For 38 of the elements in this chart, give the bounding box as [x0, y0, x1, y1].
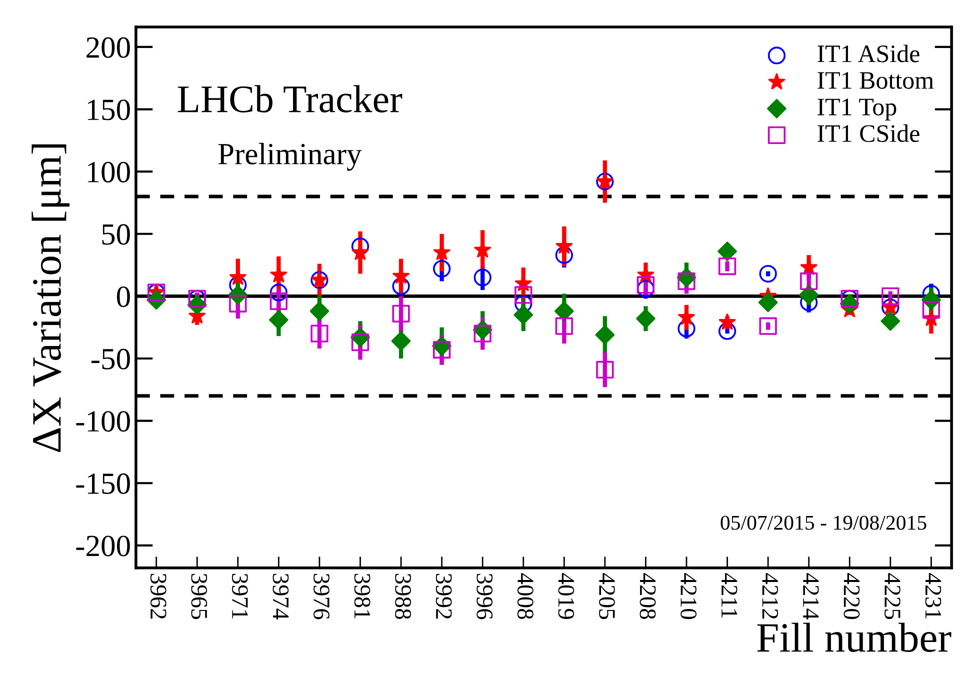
y-tick-label: -150 [76, 473, 130, 494]
x-tick-label: 3974 [272, 574, 289, 620]
y-tick-label: 0 [116, 286, 130, 308]
annotation: LHCb Tracker [178, 85, 402, 112]
annotation: Preliminary [218, 142, 362, 171]
x-axis-title: Fill number [757, 622, 952, 652]
x-tick-label: 4214 [803, 573, 819, 620]
y-tick-label: 150 [88, 100, 130, 120]
x-tick-label: 4231 [925, 573, 942, 619]
x-tick-label: 4019 [558, 573, 574, 619]
x-tick-label: 3971 [232, 574, 248, 619]
x-tick-label: 4220 [844, 573, 860, 620]
y-tick-label: 50 [102, 224, 130, 245]
legend-label: IT1 ASide [818, 44, 920, 62]
y-axis-title: ΔX Variation [μm] [32, 144, 70, 452]
y-tick-label: -100 [76, 411, 130, 432]
x-tick-label: 3981 [354, 574, 370, 619]
legend-label: IT1 CSide [818, 124, 920, 142]
y-tick-label: 200 [86, 37, 130, 58]
x-tick-label: 3965 [191, 574, 208, 619]
annotation: 05/07/2015 - 19/08/2015 [720, 516, 926, 530]
x-tick-label: 4211 [722, 573, 738, 618]
x-tick-label: 3996 [476, 574, 493, 620]
x-tick-label: 4225 [884, 573, 900, 619]
x-tick-label: 3962 [150, 574, 166, 619]
x-tick-label: 4208 [640, 573, 656, 620]
x-tick-label: 4210 [680, 573, 697, 620]
legend-label: IT1 Top [818, 98, 896, 121]
x-tick-label: 4205 [599, 573, 615, 619]
x-tick-label: 3976 [314, 574, 330, 620]
legend-label: IT1 Bottom [818, 72, 934, 89]
y-tick-label: -50 [91, 348, 130, 370]
x-tick-label: 3992 [436, 574, 452, 619]
y-tick-label: -200 [76, 536, 130, 556]
y-tick-label: 100 [88, 162, 130, 182]
x-tick-label: 4008 [517, 573, 534, 620]
x-tick-label: 4212 [762, 573, 778, 619]
x-tick-label: 3988 [395, 574, 412, 620]
